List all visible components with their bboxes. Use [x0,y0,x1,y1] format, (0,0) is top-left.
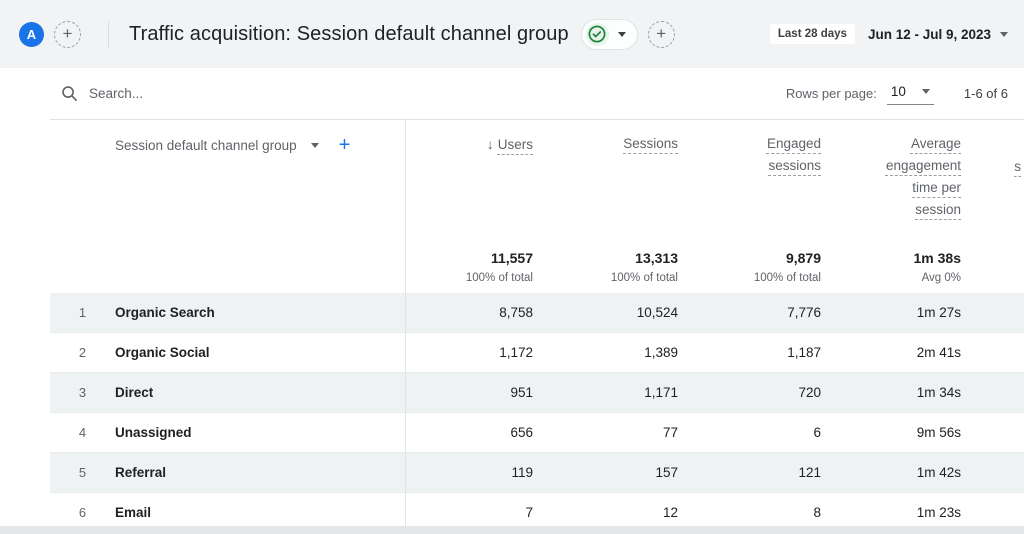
page-title: Traffic acquisition: Session default cha… [129,22,569,45]
table-totals-row: 11,557 100% of total 13,313 100% of tota… [50,245,1024,293]
row-engaged-sessions-value: 6 [813,425,821,440]
total-subtext: 100% of total [465,272,533,284]
row-users-value: 1,172 [499,345,533,360]
rows-per-page-value: 10 [890,84,906,99]
date-range-label: Jun 12 - Jul 9, 2023 [867,26,991,42]
sort-descending-icon: ↓ [486,136,494,152]
row-channel-name: Unassigned [115,425,192,440]
table-row: 4 Unassigned 656 77 6 9m 56s [50,413,1024,453]
column-header-label: Engaged sessions [766,136,821,173]
chevron-down-icon [921,89,930,94]
chevron-down-icon [617,31,626,37]
row-index: 6 [78,505,87,520]
pagination-info: 1-6 of 6 [963,86,1008,101]
row-avg-engagement-time-value: 1m 34s [916,385,961,400]
row-avg-engagement-time-value: 1m 42s [916,465,961,480]
row-engaged-sessions-value: 7,776 [787,305,821,320]
row-engaged-sessions-value: 720 [798,385,821,400]
column-header-sessions[interactable]: Sessions [533,120,678,155]
total-users: 11,557 100% of total [405,245,533,293]
row-sessions-value: 10,524 [636,305,678,320]
row-avg-engagement-time-value: 9m 56s [916,425,961,440]
search-input[interactable] [89,86,389,101]
column-header-avg-engagement-time[interactable]: Average engagement time per session [821,120,961,221]
add-dimension-button[interactable]: + [338,134,351,156]
chevron-down-icon [1000,31,1008,37]
header-divider [108,20,109,48]
table-rows: 1 Organic Search 8,758 10,524 7,776 1m 2… [50,293,1024,533]
total-value: 11,557 [490,250,533,266]
row-engaged-sessions-value: 121 [798,465,821,480]
date-preset-badge: Last 28 days [769,24,855,44]
rows-per-page-select[interactable]: 10 [886,82,934,105]
column-header-engaged-sessions[interactable]: Engaged sessions [678,120,821,177]
bottom-strip [0,526,1024,534]
table-toolbar: Rows per page: 10 1-6 of 6 [50,68,1024,120]
total-avg-engagement-time: 1m 38s Avg 0% [821,245,961,293]
row-engaged-sessions-value: 1,187 [787,345,821,360]
row-users-value: 119 [511,465,533,480]
total-subtext: Avg 0% [921,272,961,284]
row-users-value: 8,758 [499,305,533,320]
table-row: 1 Organic Search 8,758 10,524 7,776 1m 2… [50,293,1024,333]
total-sessions: 13,313 100% of total [533,245,678,293]
row-sessions-value: 77 [662,425,678,440]
report-header-bar: A + Traffic acquisition: Session default… [0,0,1024,68]
table-header-row: Session default channel group + ↓ Users S… [50,120,1024,245]
row-users-value: 7 [525,505,533,520]
total-value: 1m 38s [913,250,961,266]
row-sessions-value: 1,171 [644,385,678,400]
row-users-value: 951 [510,385,533,400]
dimension-header-label: Session default channel group [115,137,297,153]
search-icon [60,84,79,103]
column-separator [405,120,406,534]
total-subtext: 100% of total [753,272,821,284]
row-channel-name: Direct [115,385,154,400]
row-channel-name: Organic Search [115,305,215,320]
column-header-label: Average engagement time per session [885,136,961,217]
row-index: 1 [78,305,87,320]
total-value: 9,879 [785,250,821,266]
row-channel-name: Organic Social [115,345,210,360]
total-value: 13,313 [635,250,678,266]
check-circle-icon [585,22,609,46]
total-subtext: 100% of total [610,272,678,284]
row-index: 2 [78,345,87,360]
row-sessions-value: 12 [662,505,678,520]
search-box [60,84,389,103]
add-filter-button[interactable]: + [647,20,675,48]
row-channel-name: Referral [115,465,167,480]
row-users-value: 656 [510,425,533,440]
table-row: 5 Referral 119 157 121 1m 42s [50,453,1024,493]
row-avg-engagement-time-value: 2m 41s [916,345,961,360]
row-avg-engagement-time-value: 1m 23s [916,505,961,520]
row-index: 3 [78,385,87,400]
row-sessions-value: 1,389 [644,345,678,360]
data-quality-button[interactable] [580,18,638,50]
date-range-picker[interactable]: Jun 12 - Jul 9, 2023 [868,27,1008,42]
column-header-partial[interactable]: s [961,120,1024,174]
chevron-down-icon [310,142,319,148]
total-engaged-sessions: 9,879 100% of total [678,245,821,293]
row-engaged-sessions-value: 8 [813,505,821,520]
column-header-label: s [1014,159,1021,174]
row-channel-name: Email [115,505,152,520]
row-index: 5 [78,465,87,480]
row-index: 4 [78,425,87,440]
avatar[interactable]: A [19,21,44,47]
rows-per-page-label: Rows per page: [785,86,877,101]
table-row: 2 Organic Social 1,172 1,389 1,187 2m 41… [50,333,1024,373]
column-header-users[interactable]: ↓ Users [405,120,533,156]
row-sessions-value: 157 [655,465,678,480]
column-header-label: Sessions [623,136,678,151]
report-table-card: Rows per page: 10 1-6 of 6 Session defau… [50,68,1024,534]
dimension-header-dropdown[interactable]: Session default channel group + [115,120,405,155]
table-row: 3 Direct 951 1,171 720 1m 34s [50,373,1024,413]
add-comparison-button[interactable]: + [54,20,81,48]
row-avg-engagement-time-value: 1m 27s [916,305,961,320]
column-header-label: Users [497,137,533,152]
